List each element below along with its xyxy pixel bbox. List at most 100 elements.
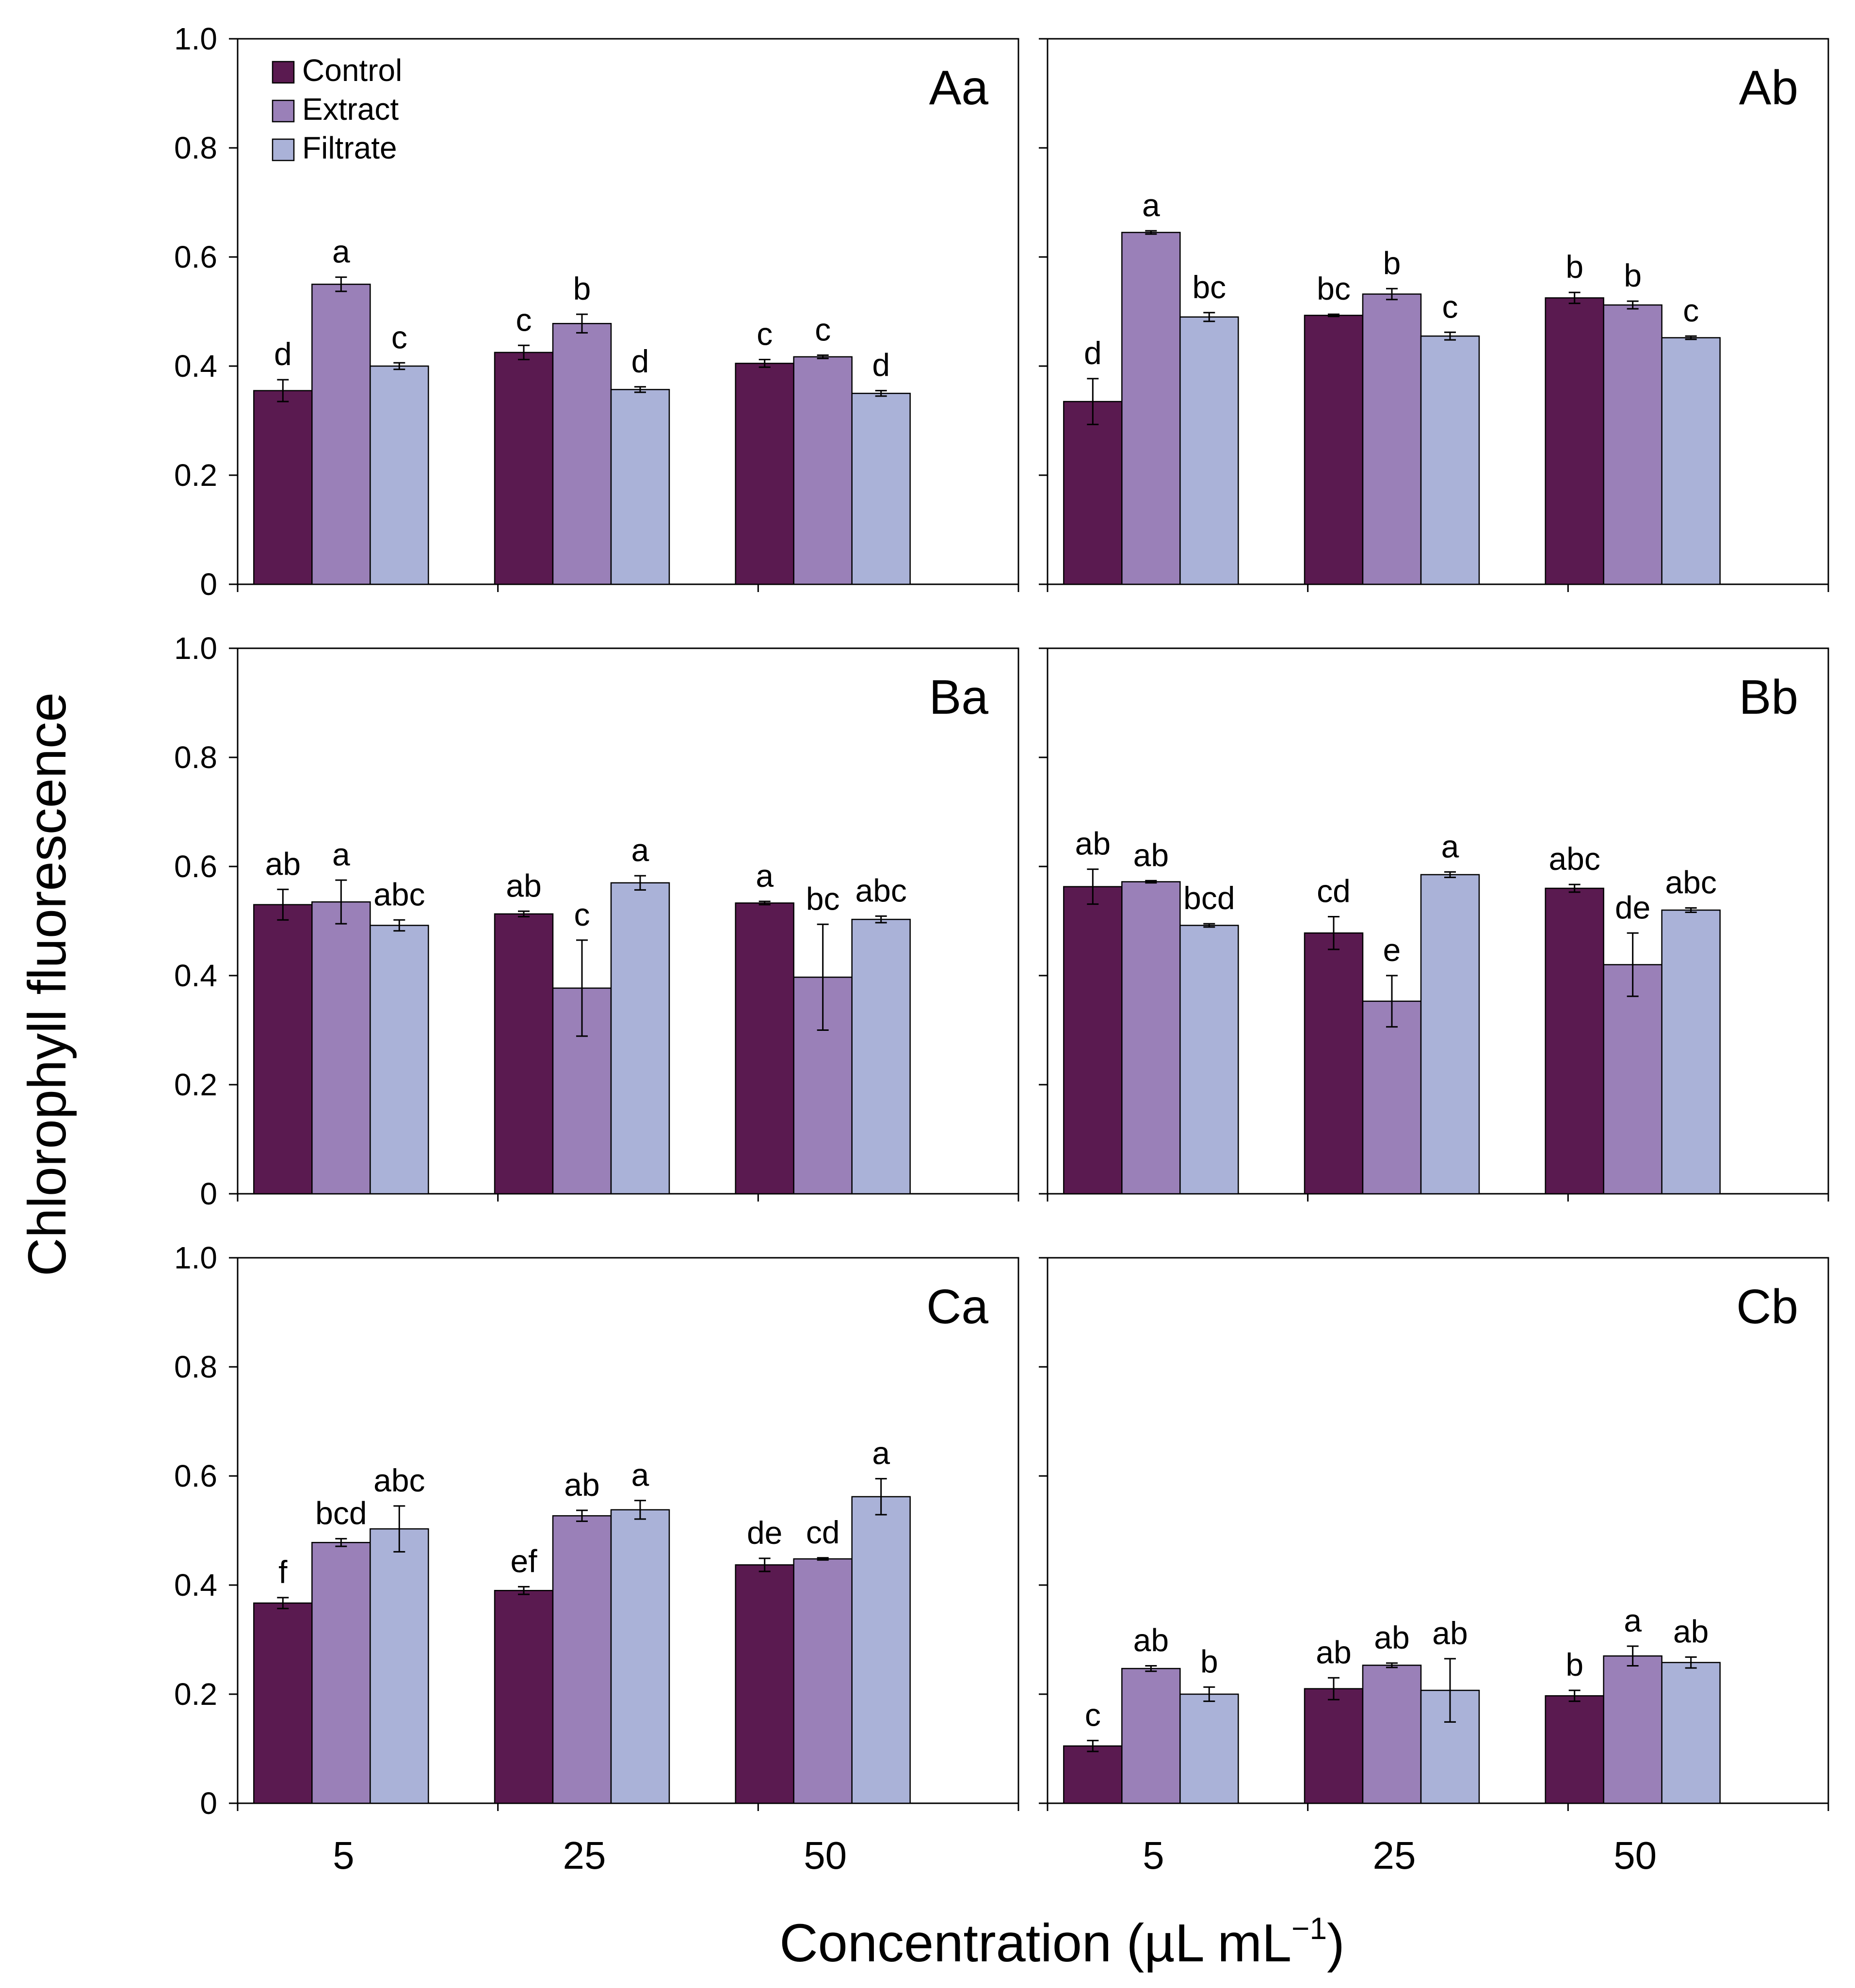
legend-swatch-control — [272, 61, 295, 84]
bar-ba-extract-5 — [311, 901, 371, 1195]
bar-ba-filtrate-25 — [610, 882, 670, 1195]
significance-letter-bb-extract-25: e — [1383, 932, 1401, 968]
bar-bb-control-25 — [1304, 932, 1364, 1195]
panel-label-aa: Aa — [929, 61, 989, 115]
significance-letter-aa-extract-50: c — [815, 312, 831, 348]
bar-ca-control-50 — [735, 1564, 794, 1804]
significance-letter-aa-filtrate-50: d — [872, 347, 890, 383]
bar-cb-control-5 — [1063, 1745, 1123, 1804]
bar-ca-control-25 — [494, 1590, 554, 1804]
bar-ba-control-25 — [494, 913, 554, 1195]
x-axis-title: Concentration (µL mL−1) — [779, 1911, 1345, 1973]
bar-aa-extract-25 — [552, 323, 612, 585]
bar-cb-extract-50 — [1603, 1655, 1662, 1804]
y-tick-label-ba-2: 0.4 — [174, 958, 217, 993]
significance-letter-ca-control-50: de — [747, 1515, 782, 1551]
y-tick-label-aa-0: 0 — [200, 567, 217, 602]
significance-letter-aa-extract-5: a — [332, 234, 350, 270]
bar-cb-control-50 — [1545, 1695, 1604, 1804]
y-tick-label-ca-4: 0.8 — [174, 1349, 217, 1384]
significance-letter-bb-filtrate-50: abc — [1665, 865, 1716, 900]
significance-letter-ba-filtrate-25: a — [631, 832, 649, 868]
significance-letter-ca-filtrate-5: abc — [373, 1462, 425, 1498]
bar-bb-filtrate-50 — [1661, 909, 1721, 1195]
bar-ab-extract-5 — [1121, 232, 1181, 585]
bar-ab-extract-50 — [1603, 304, 1662, 585]
bar-cb-control-25 — [1304, 1688, 1364, 1804]
bar-ba-filtrate-50 — [851, 918, 911, 1195]
y-tick-label-aa-5: 1.0 — [174, 21, 217, 56]
legend-label-control: Control — [302, 53, 402, 88]
y-tick-label-ba-1: 0.2 — [174, 1067, 217, 1102]
significance-letter-cb-filtrate-50: ab — [1673, 1614, 1709, 1650]
significance-letter-aa-filtrate-25: d — [631, 343, 649, 379]
bar-aa-filtrate-50 — [851, 393, 911, 585]
bar-ca-extract-5 — [311, 1542, 371, 1804]
bar-ab-extract-25 — [1362, 293, 1422, 585]
bar-ca-control-5 — [253, 1602, 313, 1804]
bar-bb-extract-50 — [1603, 964, 1662, 1195]
y-tick-label-ca-3: 0.6 — [174, 1459, 217, 1493]
y-tick-label-ca-2: 0.4 — [174, 1568, 217, 1603]
significance-letter-ca-filtrate-50: a — [872, 1435, 890, 1471]
significance-letter-cb-extract-5: ab — [1133, 1622, 1169, 1658]
legend-label-extract: Extract — [302, 92, 399, 127]
x-tick-label-ca-5: 5 — [333, 1834, 355, 1877]
bar-ca-filtrate-25 — [610, 1509, 670, 1804]
significance-letter-ca-control-25: ef — [510, 1543, 537, 1579]
bar-bb-control-5 — [1063, 886, 1123, 1195]
y-tick-label-ca-5: 1.0 — [174, 1240, 217, 1275]
x-tick-label-cb-25: 25 — [1373, 1834, 1416, 1877]
significance-letter-ba-filtrate-5: abc — [373, 876, 425, 912]
significance-letter-ab-extract-50: b — [1624, 257, 1642, 293]
significance-letter-ab-extract-25: b — [1383, 245, 1401, 281]
significance-letter-ca-extract-25: ab — [564, 1467, 599, 1503]
significance-letter-bb-extract-50: de — [1615, 889, 1650, 925]
bar-aa-control-50 — [735, 363, 794, 585]
panel-label-bb: Bb — [1739, 670, 1798, 724]
significance-letter-ba-extract-5: a — [332, 836, 350, 872]
significance-letter-bb-extract-5: ab — [1133, 837, 1169, 873]
significance-letter-cb-extract-25: ab — [1374, 1619, 1409, 1655]
y-tick-label-ca-0: 0 — [200, 1786, 217, 1821]
significance-letter-ba-extract-25: c — [574, 897, 590, 932]
significance-letter-aa-filtrate-5: c — [391, 319, 407, 355]
significance-letter-ab-control-25: bc — [1317, 271, 1351, 306]
significance-letter-cb-extract-50: a — [1624, 1603, 1642, 1638]
x-tick-label-cb-5: 5 — [1143, 1834, 1164, 1877]
significance-letter-ca-filtrate-25: a — [631, 1457, 649, 1493]
significance-letter-ba-control-25: ab — [506, 867, 541, 903]
x-tick-label-cb-50: 50 — [1613, 1834, 1657, 1877]
x-axis-title-main: Concentration (µL mL — [779, 1913, 1291, 1973]
significance-letter-ab-filtrate-5: bc — [1192, 269, 1226, 305]
bar-ab-filtrate-5 — [1179, 316, 1239, 585]
panel-aa: 0 0.2 0.4 0.6 0.8 1.0 d c c a b c c d d Aa Control Extrac… — [174, 21, 1019, 602]
y-tick-label-aa-3: 0.6 — [174, 240, 217, 274]
bar-aa-control-25 — [494, 352, 554, 585]
significance-letter-ab-control-5: d — [1084, 335, 1102, 371]
significance-letter-cb-filtrate-25: ab — [1432, 1615, 1468, 1651]
bar-ca-extract-50 — [793, 1558, 853, 1804]
significance-letter-bb-control-25: cd — [1317, 873, 1351, 909]
bar-aa-control-5 — [253, 390, 313, 585]
bar-ca-filtrate-5 — [370, 1528, 429, 1804]
y-tick-label-ba-0: 0 — [200, 1176, 217, 1211]
significance-letter-ca-control-5: f — [278, 1554, 288, 1590]
bar-bb-filtrate-25 — [1420, 874, 1480, 1195]
significance-letter-ca-extract-5: bcd — [315, 1495, 367, 1531]
significance-letter-cb-control-5: c — [1085, 1697, 1101, 1733]
bar-ca-filtrate-50 — [851, 1496, 911, 1804]
significance-letter-ba-extract-50: bc — [806, 881, 840, 916]
y-tick-label-ba-5: 1.0 — [174, 631, 217, 666]
x-axis-title-close: ) — [1327, 1913, 1345, 1973]
bar-ab-filtrate-25 — [1420, 335, 1480, 585]
significance-letter-ab-control-50: b — [1565, 249, 1583, 285]
panel-ca: 0 0.2 0.4 0.6 0.8 1.0 f ef de bcd ab cd abc a a Ca 5 25 50 — [174, 1240, 1019, 1877]
legend-swatch-filtrate — [272, 138, 295, 161]
significance-letter-bb-filtrate-5: bcd — [1183, 880, 1235, 916]
bar-ab-control-25 — [1304, 315, 1364, 585]
bar-aa-extract-5 — [311, 284, 371, 585]
y-tick-label-ca-1: 0.2 — [174, 1677, 217, 1712]
